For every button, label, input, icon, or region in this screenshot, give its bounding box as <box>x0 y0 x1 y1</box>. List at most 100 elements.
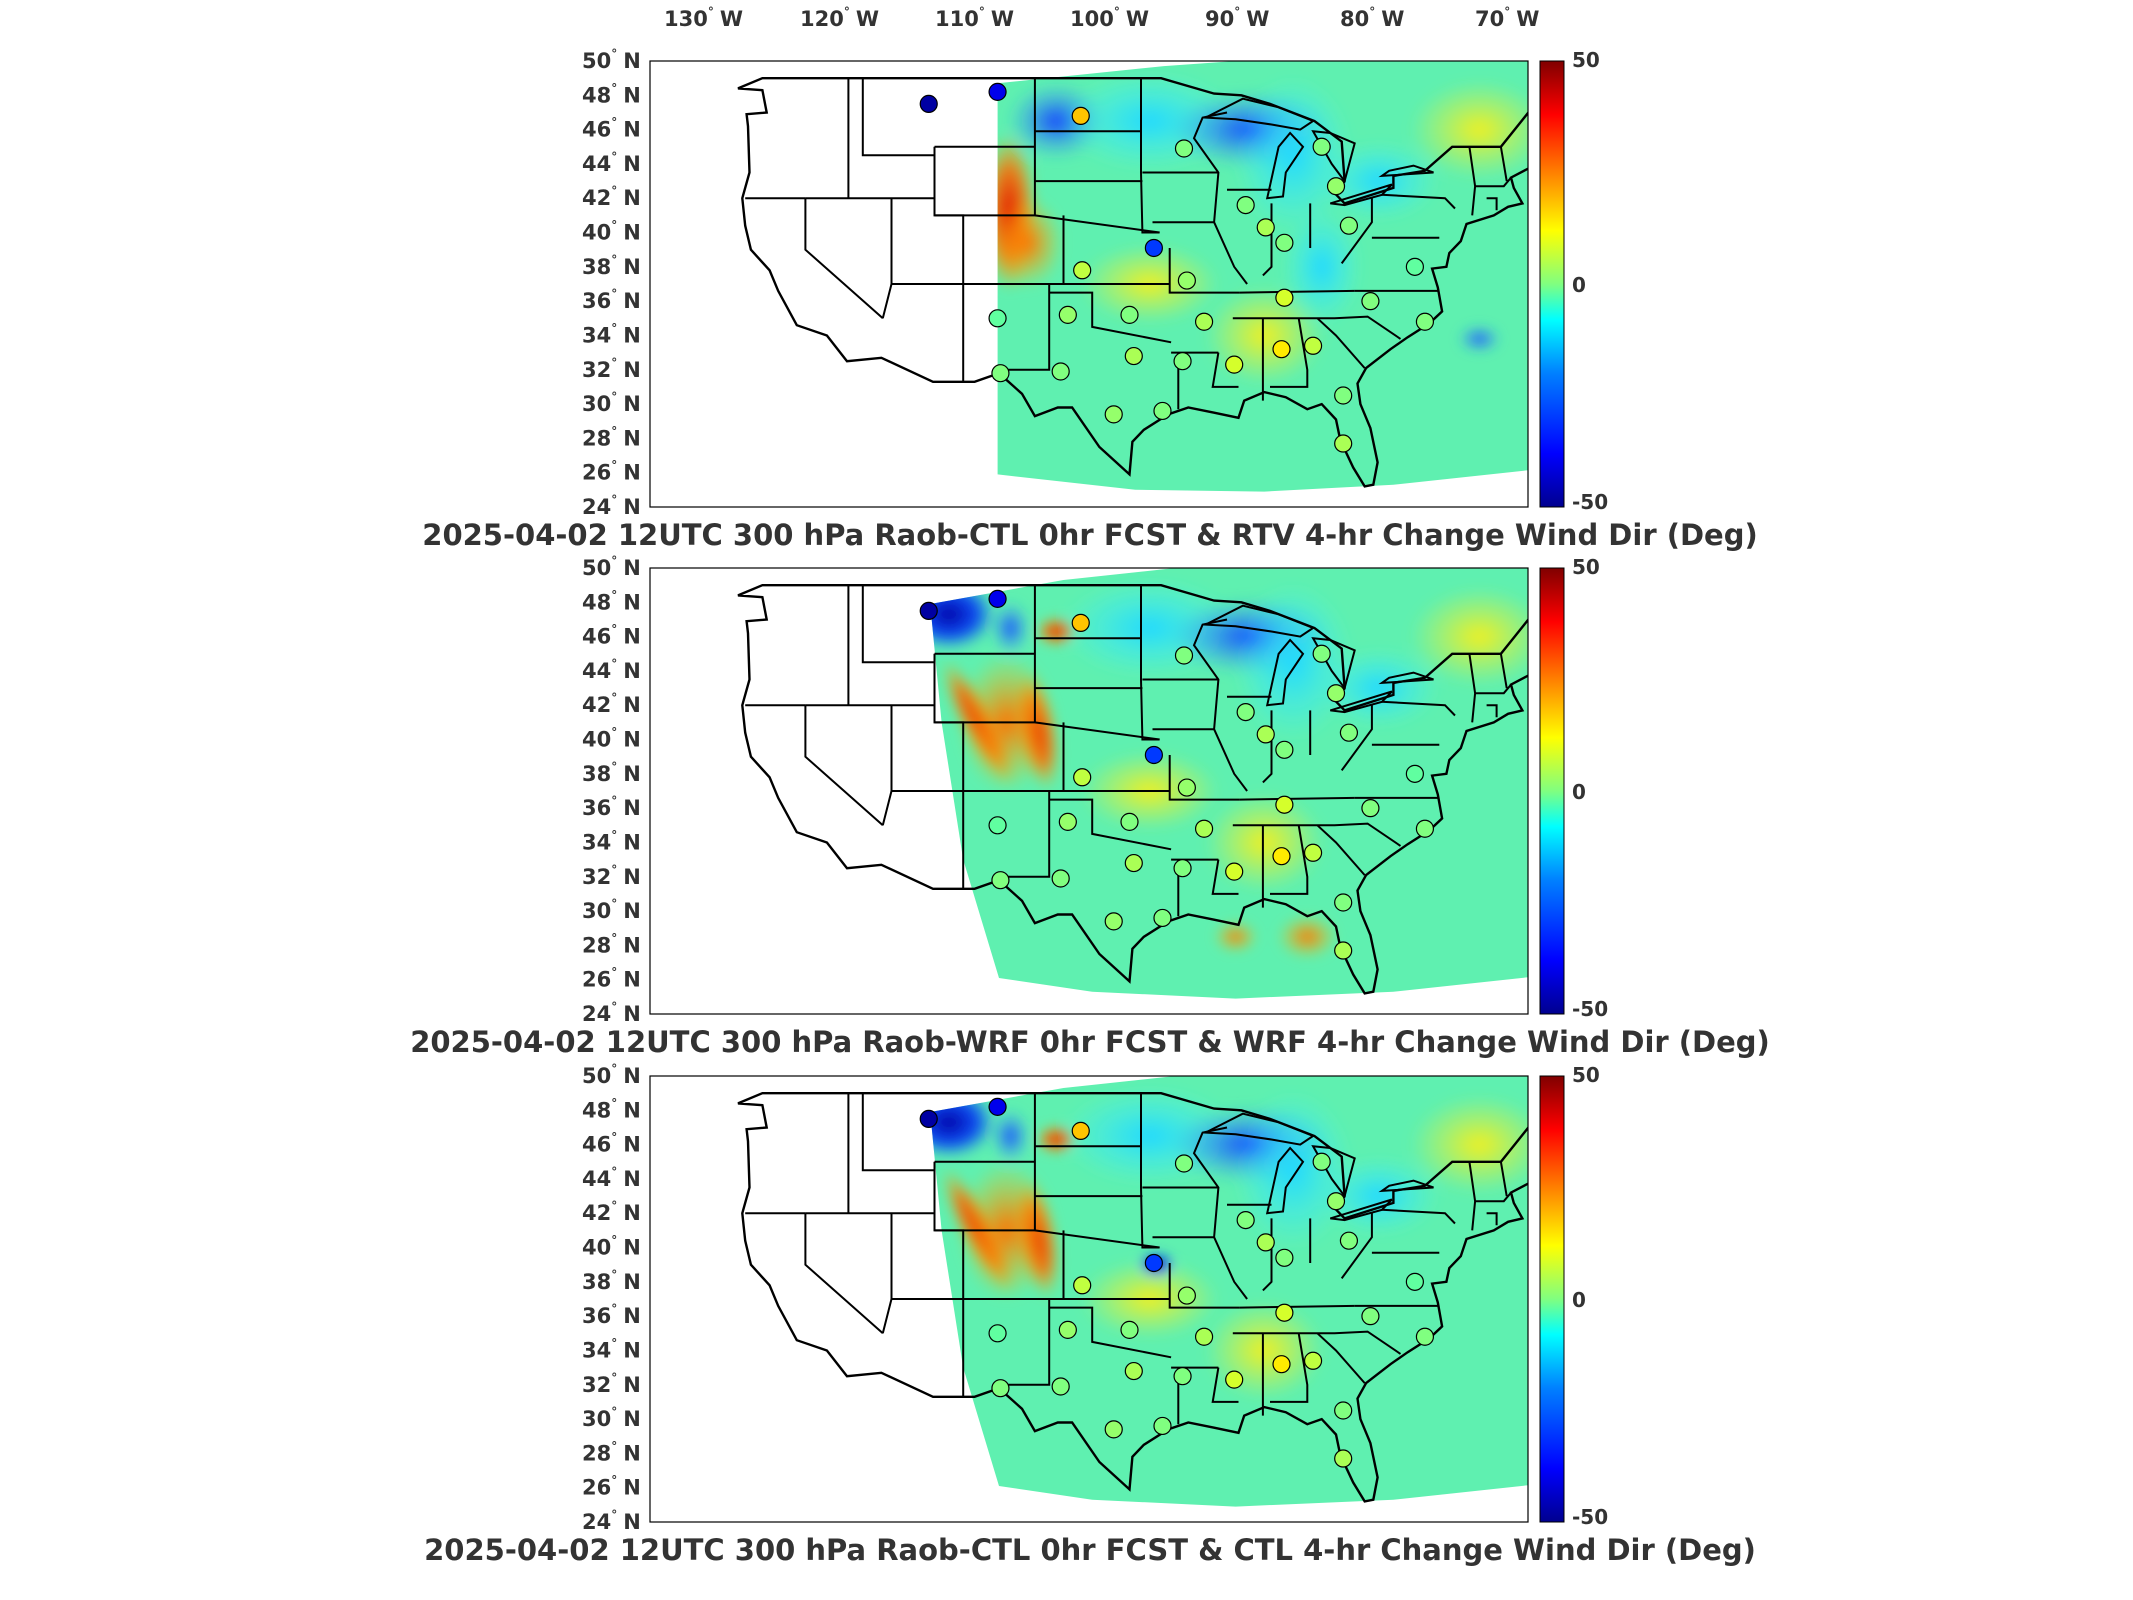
field-anomaly <box>997 196 1064 289</box>
longitude-degree: 130 <box>664 7 708 31</box>
state-boundary <box>1270 318 1309 388</box>
station-marker <box>1153 908 1172 928</box>
latitude-direction: N <box>623 1098 641 1122</box>
station-marker <box>1120 305 1139 324</box>
station-marker <box>1104 1420 1123 1439</box>
station-marker <box>1236 195 1255 215</box>
station-marker <box>1256 1233 1275 1252</box>
station-marker <box>919 601 938 620</box>
station-marker <box>1334 941 1353 960</box>
latitude-degree: 42 <box>582 186 611 210</box>
wind-direction-field <box>997 61 1528 492</box>
state-boundary <box>1192 1126 1248 1300</box>
latitude-degree: 24 <box>582 495 611 519</box>
colorbar-scale <box>1539 1075 1565 1523</box>
degree-symbol: ° <box>611 1439 617 1453</box>
state-boundary <box>1168 755 1240 801</box>
latitude-direction: N <box>623 865 641 889</box>
latitude-direction: N <box>623 392 641 416</box>
great-lake-outline <box>1265 1146 1305 1215</box>
latitude-degree: 28 <box>582 933 611 957</box>
degree-symbol: ° <box>611 184 617 198</box>
state-boundary <box>1340 198 1373 264</box>
map-frame <box>649 60 1529 508</box>
latitude-label: 48° N <box>582 1096 641 1122</box>
state-boundary <box>997 284 1051 371</box>
degree-symbol: ° <box>611 1165 617 1179</box>
latitude-label: 36° N <box>582 794 641 820</box>
state-boundary <box>881 283 964 319</box>
us-coastline <box>737 1092 1528 1503</box>
latitude-direction: N <box>623 899 641 923</box>
longitude-direction: W <box>1246 7 1269 31</box>
station-marker <box>1275 233 1294 252</box>
latitude-direction: N <box>623 49 641 73</box>
latitude-label: 26° N <box>582 459 641 485</box>
station-marker <box>1153 1416 1172 1436</box>
station-marker <box>1124 346 1143 366</box>
station-marker <box>1177 778 1196 797</box>
state-boundary <box>1486 704 1498 718</box>
state-boundary <box>1232 315 1402 340</box>
latitude-label: 38° N <box>582 760 641 786</box>
great-lake-outline <box>1265 131 1305 200</box>
map-body <box>650 61 1528 507</box>
latitude-direction: N <box>623 461 641 485</box>
longitude-degree: 100 <box>1070 7 1114 31</box>
us-coastline <box>737 77 1528 488</box>
field-anomalies <box>997 71 1528 386</box>
latitude-label: 42° N <box>582 1199 641 1225</box>
state-boundary <box>1316 1332 1366 1384</box>
latitude-label: 32° N <box>582 356 641 382</box>
state-boundary <box>1499 1161 1508 1197</box>
latitude-direction: N <box>623 590 641 614</box>
state-boundary <box>1211 859 1239 895</box>
latitude-degree: 42 <box>582 693 611 717</box>
station-marker <box>1071 613 1090 632</box>
station-marker <box>1334 893 1353 912</box>
state-boundary <box>1381 193 1456 210</box>
map-panels: 50° N48° N46° N44° N42° N40° N38° N36° N34° N32° N… <box>410 47 1770 1567</box>
latitude-degree: 38 <box>582 762 611 786</box>
degree-symbol: ° <box>708 5 714 19</box>
degree-symbol: ° <box>611 116 617 130</box>
latitude-degree: 48 <box>582 590 611 614</box>
degree-symbol: ° <box>611 760 617 774</box>
latitude-direction: N <box>623 693 641 717</box>
latitude-degree: 26 <box>582 968 611 992</box>
longitude-direction: W <box>1516 7 1539 31</box>
station-marker <box>991 1379 1010 1398</box>
longitude-direction: W <box>1126 7 1149 31</box>
state-boundary <box>1034 1229 1160 1249</box>
station-marker <box>1174 646 1194 665</box>
station-marker <box>1073 768 1092 787</box>
degree-symbol: ° <box>611 321 617 335</box>
station-marker <box>919 1109 938 1128</box>
state-boundary <box>1475 176 1512 188</box>
degree-symbol: ° <box>611 588 617 602</box>
degree-symbol: ° <box>611 931 617 945</box>
latitude-direction: N <box>623 1510 641 1534</box>
latitude-label: 26° N <box>582 1474 641 1500</box>
degree-symbol: ° <box>611 1302 617 1316</box>
field-anomaly <box>1277 914 1338 959</box>
state-boundary <box>1211 1367 1239 1403</box>
state-boundary <box>1034 214 1160 234</box>
latitude-direction: N <box>623 152 641 176</box>
station-marker <box>988 589 1007 608</box>
degree-symbol: ° <box>1369 5 1375 19</box>
state-boundary <box>1049 291 1172 344</box>
station-marker <box>1303 843 1323 862</box>
state-boundary <box>1239 289 1355 294</box>
station-marker <box>1225 355 1244 374</box>
great-lake-outline <box>1330 183 1393 207</box>
longitude-direction: W <box>991 7 1014 31</box>
station-marker <box>1071 106 1090 125</box>
station-marker <box>1256 218 1275 237</box>
state-boundary <box>881 1298 964 1334</box>
latitude-degree: 34 <box>582 323 611 347</box>
degree-symbol: ° <box>611 81 617 95</box>
degree-symbol: ° <box>611 1062 617 1076</box>
degree-symbol: ° <box>611 1000 617 1014</box>
